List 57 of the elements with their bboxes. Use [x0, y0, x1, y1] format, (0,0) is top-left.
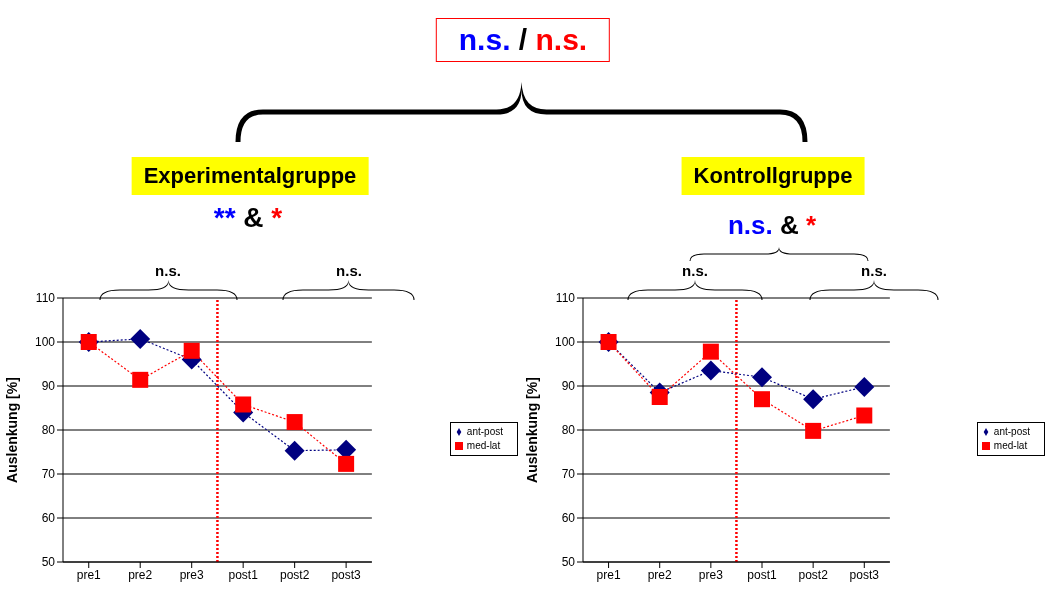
- y-axis-title: Auslenkung [%]: [523, 377, 540, 483]
- y-tick-label: 90: [561, 379, 576, 394]
- point: [235, 396, 252, 413]
- legend-label: ant-post: [466, 425, 503, 437]
- point: [651, 389, 668, 405]
- text: n.s.: [861, 261, 887, 279]
- x-tick-label: pre2: [128, 567, 153, 582]
- y-tick-label: 90: [41, 379, 56, 394]
- y-tick-label: 70: [561, 467, 576, 482]
- point: [752, 367, 772, 388]
- x-tick-label: pre1: [76, 567, 102, 582]
- point: [702, 343, 719, 360]
- y-tick-label: 50: [41, 555, 56, 570]
- x-tick-label: pre3: [179, 567, 205, 582]
- legend-label: ant-post: [993, 425, 1030, 437]
- y-tick-label: 100: [554, 335, 576, 350]
- y-tick-label: 110: [35, 291, 56, 306]
- text: n.s.: [682, 261, 708, 279]
- x-tick-label: post1: [228, 567, 259, 582]
- y-tick-label: 60: [561, 511, 576, 526]
- point: [803, 389, 824, 410]
- point: [854, 376, 875, 397]
- y-tick-label: 100: [34, 335, 56, 350]
- point: [286, 414, 303, 431]
- point: [700, 360, 721, 381]
- x-tick-label: pre2: [647, 567, 673, 582]
- y-tick-label: 60: [41, 511, 56, 526]
- y-tick-label: 50: [561, 555, 576, 570]
- y-tick-label: 110: [555, 291, 576, 306]
- legend-label: med-lat: [993, 439, 1028, 451]
- x-tick-label: pre3: [698, 567, 724, 582]
- point: [805, 422, 822, 439]
- text: n.s. / n.s.: [458, 23, 588, 56]
- x-tick-label: post2: [279, 567, 310, 582]
- y-tick-label: 80: [41, 423, 56, 438]
- text: n.s.: [155, 261, 181, 279]
- text: ** & *: [213, 202, 283, 233]
- point: [132, 371, 149, 388]
- y-axis-title: Auslenkung [%]: [3, 377, 20, 483]
- chart-title: Experimentalgruppe: [131, 157, 369, 195]
- x-tick-label: post3: [849, 567, 880, 582]
- legend-label: med-lat: [466, 439, 501, 451]
- x-tick-label: post1: [747, 567, 777, 582]
- chart-title: Kontrollgruppe: [681, 157, 865, 195]
- text: n.s. & *: [727, 209, 817, 240]
- x-tick-label: post3: [331, 567, 362, 582]
- y-tick-label: 80: [561, 423, 576, 438]
- point: [130, 328, 151, 349]
- y-tick-label: 70: [41, 467, 56, 482]
- point: [183, 342, 200, 359]
- x-tick-label: pre1: [596, 567, 621, 582]
- point: [754, 391, 770, 408]
- x-tick-label: post2: [798, 567, 829, 582]
- point: [284, 440, 305, 461]
- text: n.s.: [336, 261, 362, 279]
- point: [856, 407, 873, 424]
- point: [338, 455, 355, 472]
